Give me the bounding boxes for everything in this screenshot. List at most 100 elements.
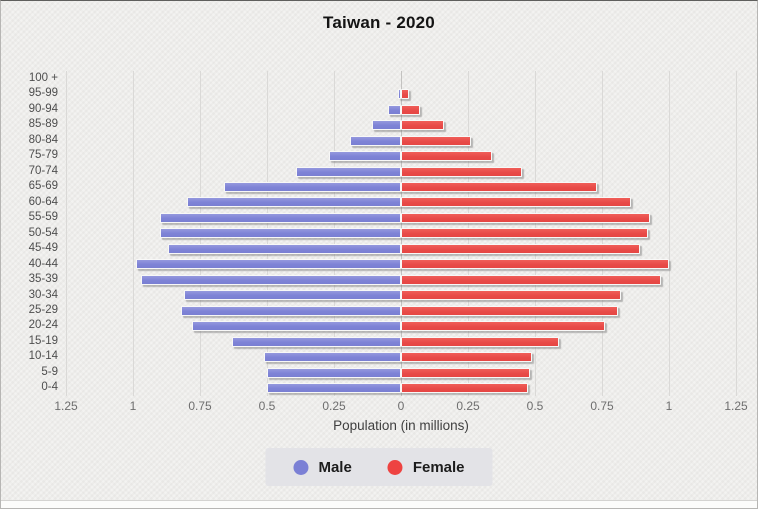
pyramid-row: 85-89 bbox=[1, 117, 736, 132]
pyramid-row: 45-49 bbox=[1, 241, 736, 256]
male-bar[interactable] bbox=[232, 336, 401, 347]
female-bar[interactable] bbox=[401, 336, 560, 347]
female-bar[interactable] bbox=[401, 274, 661, 285]
pyramid-row: 10-14 bbox=[1, 349, 736, 364]
gridline bbox=[66, 71, 67, 396]
male-bar[interactable] bbox=[183, 290, 401, 301]
male-bar[interactable] bbox=[350, 135, 401, 146]
female-bar[interactable] bbox=[401, 383, 529, 394]
age-group-label: 90-94 bbox=[28, 102, 58, 115]
age-group-label: 100 + bbox=[28, 71, 58, 84]
female-bar[interactable] bbox=[401, 89, 410, 100]
pyramid-row: 25-29 bbox=[1, 303, 736, 318]
legend: Male Female bbox=[265, 448, 493, 486]
legend-item-male[interactable]: Male bbox=[293, 458, 352, 476]
pyramid-row: 65-69 bbox=[1, 179, 736, 194]
pyramid-row: 60-64 bbox=[1, 195, 736, 210]
gridline bbox=[736, 71, 737, 396]
age-group-label: 10-14 bbox=[28, 350, 58, 363]
male-bar[interactable] bbox=[159, 228, 401, 239]
age-group-label: 95-99 bbox=[28, 87, 58, 100]
female-bar[interactable] bbox=[401, 166, 522, 177]
pyramid-row: 95-99 bbox=[1, 86, 736, 101]
male-bar[interactable] bbox=[135, 259, 401, 270]
x-tick-label: 0.75 bbox=[188, 399, 212, 413]
pyramid-row: 5-9 bbox=[1, 365, 736, 380]
age-group-label: 25-29 bbox=[28, 304, 58, 317]
male-bar[interactable] bbox=[328, 151, 401, 162]
age-group-label: 75-79 bbox=[28, 149, 58, 162]
male-bar[interactable] bbox=[224, 182, 401, 193]
male-bar[interactable] bbox=[264, 352, 401, 363]
pyramid-row: 55-59 bbox=[1, 210, 736, 225]
pyramid-row: 80-84 bbox=[1, 133, 736, 148]
female-bar[interactable] bbox=[401, 352, 533, 363]
pyramid-row: 100 + bbox=[1, 71, 736, 86]
x-tick-label: 0.5 bbox=[526, 399, 544, 413]
age-group-label: 85-89 bbox=[28, 118, 58, 131]
pyramid-plot: 100 + 95-99 90-94 85-89 80-84 75-79 70-74 65-69… bbox=[1, 71, 737, 396]
female-bar[interactable] bbox=[401, 228, 648, 239]
pyramid-row: 20-24 bbox=[1, 319, 736, 334]
male-bar[interactable] bbox=[186, 197, 401, 208]
age-group-label: 30-34 bbox=[28, 288, 58, 301]
x-tick-label: 1.25 bbox=[54, 399, 78, 413]
age-group-label: 0-4 bbox=[41, 381, 58, 394]
pyramid-row: 50-54 bbox=[1, 226, 736, 241]
male-bar[interactable] bbox=[267, 383, 401, 394]
gridline bbox=[669, 71, 670, 396]
x-tick-label: 0 bbox=[397, 399, 405, 413]
female-bar[interactable] bbox=[401, 259, 669, 270]
female-bar[interactable] bbox=[401, 182, 597, 193]
female-bar[interactable] bbox=[401, 290, 621, 301]
age-group-label: 40-44 bbox=[28, 257, 58, 270]
age-group-label: 60-64 bbox=[28, 195, 58, 208]
male-bar[interactable] bbox=[371, 120, 401, 131]
age-group-label: 20-24 bbox=[28, 319, 58, 332]
age-group-label: 50-54 bbox=[28, 226, 58, 239]
male-bar[interactable] bbox=[267, 367, 401, 378]
age-group-label: 80-84 bbox=[28, 133, 58, 146]
x-tick-label: 0.25 bbox=[456, 399, 480, 413]
female-bar[interactable] bbox=[401, 305, 619, 316]
x-tick-label: 1 bbox=[665, 399, 673, 413]
female-bar[interactable] bbox=[401, 151, 493, 162]
female-bar[interactable] bbox=[401, 120, 444, 131]
male-legend-label: Male bbox=[318, 458, 352, 476]
female-bar[interactable] bbox=[401, 104, 420, 115]
x-axis-title: Population (in millions) bbox=[333, 418, 469, 433]
pyramid-rows: 100 + 95-99 90-94 85-89 80-84 75-79 70-74 65-69… bbox=[1, 71, 736, 396]
female-bar[interactable] bbox=[401, 212, 651, 223]
male-bar[interactable] bbox=[387, 104, 401, 115]
female-bar[interactable] bbox=[401, 367, 530, 378]
age-group-label: 15-19 bbox=[28, 334, 58, 347]
pyramid-row: 15-19 bbox=[1, 334, 736, 349]
male-bar[interactable] bbox=[191, 321, 401, 332]
female-legend-swatch-icon bbox=[387, 459, 403, 475]
male-bar[interactable] bbox=[141, 274, 401, 285]
pyramid-row: 70-74 bbox=[1, 164, 736, 179]
age-group-label: 65-69 bbox=[28, 180, 58, 193]
age-group-label: 70-74 bbox=[28, 164, 58, 177]
female-bar[interactable] bbox=[401, 321, 605, 332]
gridline bbox=[133, 71, 134, 396]
chart-title: Taiwan - 2020 bbox=[323, 13, 435, 32]
male-bar[interactable] bbox=[398, 89, 401, 100]
male-legend-swatch-icon bbox=[293, 459, 309, 475]
x-tick-label: 1.25 bbox=[724, 399, 748, 413]
male-bar[interactable] bbox=[181, 305, 401, 316]
legend-item-female[interactable]: Female bbox=[387, 459, 465, 476]
female-bar[interactable] bbox=[401, 197, 632, 208]
female-bar[interactable] bbox=[401, 135, 471, 146]
age-group-label: 55-59 bbox=[28, 211, 58, 224]
x-tick-label: 0.5 bbox=[258, 399, 276, 413]
x-tick-label: 1 bbox=[129, 399, 137, 413]
female-bar[interactable] bbox=[401, 243, 640, 254]
pyramid-row: 90-94 bbox=[1, 102, 736, 117]
male-bar[interactable] bbox=[167, 243, 401, 254]
male-bar[interactable] bbox=[159, 212, 401, 223]
male-bar[interactable] bbox=[296, 166, 401, 177]
pyramid-row: 75-79 bbox=[1, 148, 736, 163]
pyramid-row: 0-4 bbox=[1, 380, 736, 395]
